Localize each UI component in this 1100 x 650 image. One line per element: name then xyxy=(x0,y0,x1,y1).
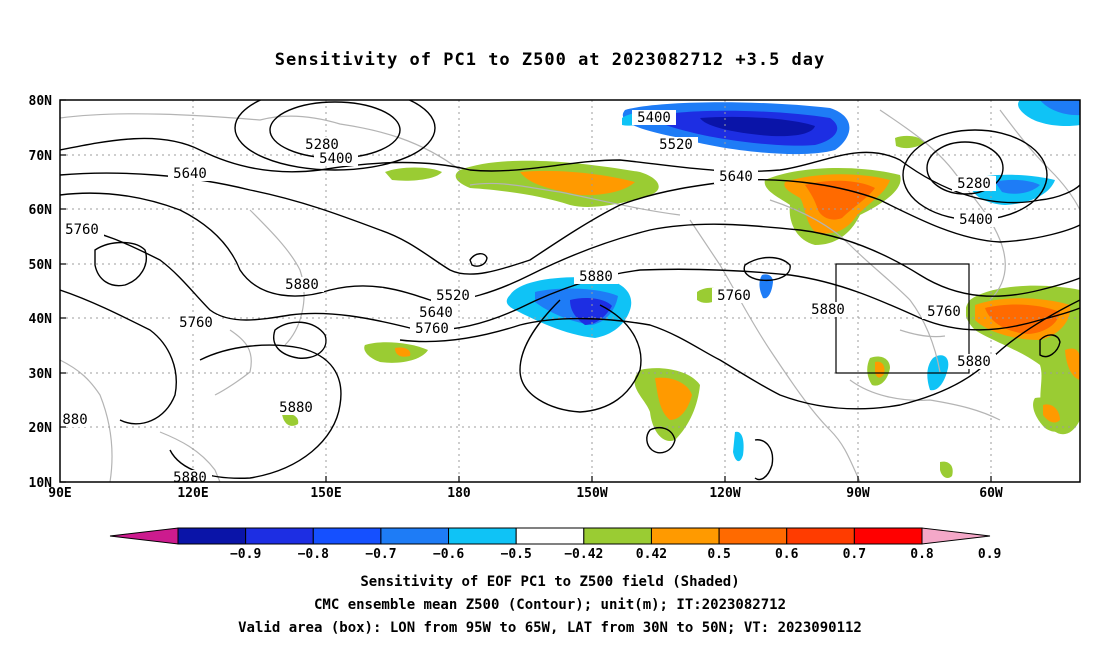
lon-label: 180 xyxy=(447,486,471,501)
footer-line-1: Sensitivity of EOF PC1 to Z500 field (Sh… xyxy=(360,574,740,590)
svg-text:5400: 5400 xyxy=(959,212,993,228)
contour-label: 5520 xyxy=(431,288,475,304)
colorbar-label: 0.5 xyxy=(707,547,730,562)
colorbar-label: 0.8 xyxy=(910,547,934,562)
contour-label: 5880 xyxy=(280,277,324,293)
contour-label: 5280 xyxy=(300,137,344,153)
lon-label: 150W xyxy=(576,486,607,501)
lat-label: 20N xyxy=(29,421,53,436)
lon-label: 60W xyxy=(979,486,1003,501)
contour-label: 5760 xyxy=(174,315,218,331)
colorbar-label: −0.5 xyxy=(501,547,532,562)
colorbar-label: 0.9 xyxy=(978,547,1001,562)
colorbar-label: −0.42 xyxy=(564,547,603,562)
valid-area-box xyxy=(835,263,970,374)
colorbar-swatch xyxy=(448,527,517,545)
lat-label: 50N xyxy=(29,258,53,273)
svg-text:5400: 5400 xyxy=(319,151,353,167)
lon-labels: 90E 120E 150E 180 150W 120W 90W 60W xyxy=(48,486,1003,501)
lat-label: 40N xyxy=(29,312,53,327)
contour-label: 5880 xyxy=(952,354,996,370)
contour-label: 880 xyxy=(60,412,90,428)
colorbar-swatch xyxy=(177,527,247,545)
contour-label: 5880 xyxy=(168,470,212,486)
svg-text:5760: 5760 xyxy=(927,304,961,320)
colorbar-label: −0.6 xyxy=(433,547,464,562)
lat-label: 70N xyxy=(29,149,53,164)
svg-text:5640: 5640 xyxy=(419,305,453,321)
contour-label: 5760 xyxy=(712,288,756,304)
colorbar-swatch xyxy=(650,527,720,545)
colorbar: −0.9 −0.8 −0.7 −0.6 −0.5 −0.42 0.42 0.5 0.6 0.7 0.… xyxy=(109,527,1001,562)
contour-label: 5760 xyxy=(922,304,966,320)
svg-text:5640: 5640 xyxy=(719,169,753,185)
svg-text:5280: 5280 xyxy=(305,137,339,153)
colorbar-swatch xyxy=(853,527,923,545)
contour-label: 5640 xyxy=(714,169,758,185)
contour-label: 5400 xyxy=(314,151,358,167)
map-border xyxy=(59,99,1081,483)
contour-label: 5400 xyxy=(632,110,676,126)
svg-text:5760: 5760 xyxy=(179,315,213,331)
contour-labels: 5280 5400 5400 5520 5640 5640 5760 5880 … xyxy=(60,110,998,486)
lat-label: 60N xyxy=(29,203,53,218)
axis-ticks xyxy=(60,99,992,483)
contour-label: 5880 xyxy=(274,400,318,416)
colorbar-label: 0.7 xyxy=(843,547,866,562)
colorbar-label: −0.7 xyxy=(365,547,396,562)
colorbar-swatch xyxy=(312,527,382,545)
contour-label: 5760 xyxy=(410,321,454,337)
contour-label: 5760 xyxy=(60,222,104,238)
lon-label: 90W xyxy=(846,486,870,501)
lon-label: 90E xyxy=(48,486,71,501)
map-title: Sensitivity of PC1 to Z500 at 2023082712… xyxy=(274,50,826,70)
colorbar-swatch xyxy=(786,527,855,545)
contour-label: 5280 xyxy=(952,176,996,192)
svg-text:5400: 5400 xyxy=(637,110,671,126)
colorbar-label: −0.8 xyxy=(298,547,329,562)
svg-text:5280: 5280 xyxy=(957,176,991,192)
svg-text:5760: 5760 xyxy=(415,321,449,337)
lon-label: 120E xyxy=(177,486,208,501)
lat-label: 80N xyxy=(29,94,53,109)
colorbar-swatch xyxy=(583,527,652,545)
lat-label: 10N xyxy=(29,476,53,491)
svg-text:5880: 5880 xyxy=(279,400,313,416)
lat-label: 30N xyxy=(29,367,53,382)
svg-text:5880: 5880 xyxy=(957,354,991,370)
svg-text:5520: 5520 xyxy=(659,137,693,153)
contour-label: 5640 xyxy=(414,305,458,321)
contour-label: 5520 xyxy=(654,137,698,153)
colorbar-swatch xyxy=(515,527,585,545)
colorbar-swatch xyxy=(718,527,788,545)
colorbar-min-triangle xyxy=(109,527,179,545)
svg-text:5520: 5520 xyxy=(436,288,470,304)
contour-label: 5640 xyxy=(168,166,212,182)
z500-contours xyxy=(60,100,1080,481)
svg-text:880: 880 xyxy=(62,412,87,428)
footer-line-3: Valid area (box): LON from 95W to 65W, L… xyxy=(238,620,862,636)
colorbar-swatch xyxy=(380,527,450,545)
colorbar-label: 0.6 xyxy=(775,547,799,562)
footer-line-2: CMC ensemble mean Z500 (Contour); unit(m… xyxy=(313,597,786,613)
contour-label: 5400 xyxy=(954,212,998,228)
svg-text:5880: 5880 xyxy=(811,302,845,318)
svg-text:5640: 5640 xyxy=(173,166,207,182)
colorbar-swatch xyxy=(245,527,314,545)
colorbar-max-triangle xyxy=(921,527,991,545)
lon-label: 150E xyxy=(310,486,341,501)
svg-text:5880: 5880 xyxy=(285,277,319,293)
colorbar-label: 0.42 xyxy=(636,547,667,562)
svg-text:5760: 5760 xyxy=(65,222,99,238)
svg-text:5760: 5760 xyxy=(717,288,751,304)
svg-text:5880: 5880 xyxy=(173,470,207,486)
lon-label: 120W xyxy=(709,486,740,501)
svg-text:5880: 5880 xyxy=(579,269,613,285)
sensitivity-shading xyxy=(282,100,1080,478)
contour-label: 5880 xyxy=(574,269,618,285)
contour-label: 5880 xyxy=(806,302,850,318)
lat-labels: 80N 70N 60N 50N 40N 30N 20N 10N xyxy=(29,94,53,491)
colorbar-label: −0.9 xyxy=(230,547,261,562)
